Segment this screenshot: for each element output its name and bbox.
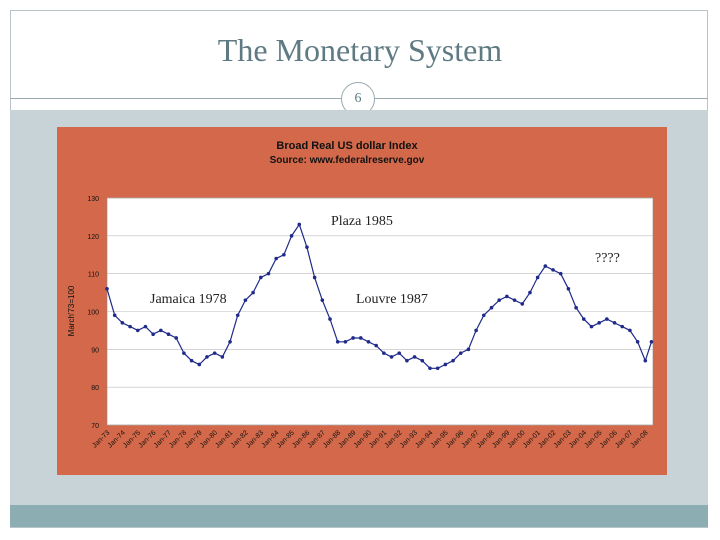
data-point <box>474 328 478 333</box>
data-point <box>443 362 448 367</box>
y-tick-label: 110 <box>88 272 99 279</box>
data-point <box>143 324 148 329</box>
data-point <box>343 339 348 344</box>
data-point <box>251 290 255 295</box>
y-tick-label: 120 <box>87 234 99 241</box>
data-point <box>128 324 132 329</box>
data-point <box>174 336 179 340</box>
data-point <box>389 355 394 359</box>
data-point <box>243 298 248 302</box>
data-point <box>366 339 371 344</box>
data-point <box>543 264 548 268</box>
data-point <box>612 321 617 325</box>
data-point <box>428 366 432 371</box>
data-point <box>335 339 340 344</box>
data-point <box>405 358 409 363</box>
data-point <box>112 313 117 318</box>
data-point <box>274 256 278 261</box>
data-point <box>605 317 609 321</box>
data-point <box>182 351 186 355</box>
y-tick-label: 70 <box>91 423 99 430</box>
annotation-jamaica-1978: Jamaica 1978 <box>150 292 227 307</box>
data-point <box>105 287 109 291</box>
data-point <box>505 294 509 299</box>
data-point <box>482 313 486 318</box>
data-point <box>597 321 601 325</box>
data-point <box>166 332 171 336</box>
data-point <box>159 328 163 333</box>
data-point <box>628 328 632 333</box>
data-point <box>520 302 525 306</box>
data-point <box>312 275 317 280</box>
y-tick-label: 130 <box>87 196 99 203</box>
data-point <box>466 347 471 352</box>
data-point <box>205 355 209 359</box>
data-point <box>581 317 586 321</box>
data-point <box>528 290 532 295</box>
y-axis-label: March'73=100 <box>67 285 76 336</box>
chart: Broad Real US dollar Index Source: www.f… <box>57 127 667 475</box>
data-point <box>305 245 309 249</box>
data-point <box>512 298 517 302</box>
annotation-plaza-1985: Plaza 1985 <box>331 214 393 229</box>
y-tick-label: 80 <box>91 385 99 392</box>
data-point <box>120 321 125 325</box>
chart-title: Broad Real US dollar Index <box>276 140 418 152</box>
data-point <box>635 339 640 344</box>
data-point <box>489 305 494 310</box>
data-point <box>135 328 140 333</box>
data-point <box>320 298 325 302</box>
data-point <box>266 271 271 276</box>
y-tick-label: 90 <box>91 347 99 354</box>
data-point <box>197 362 202 367</box>
data-point <box>535 275 540 280</box>
data-point <box>374 343 378 348</box>
data-point <box>420 358 425 363</box>
data-point <box>574 305 578 310</box>
data-point <box>220 355 225 359</box>
data-point <box>412 355 417 359</box>
data-point <box>649 339 654 344</box>
data-point <box>282 252 286 257</box>
data-point <box>151 332 155 336</box>
data-point <box>620 324 625 329</box>
data-point <box>566 287 571 291</box>
data-point <box>351 336 355 340</box>
data-point <box>451 358 455 363</box>
data-point <box>289 234 294 238</box>
annotation-question: ???? <box>595 251 620 266</box>
data-point <box>643 358 648 363</box>
data-point <box>458 351 463 355</box>
annotation-louvre-1987: Louvre 1987 <box>356 292 428 307</box>
data-point <box>328 317 332 321</box>
data-point <box>358 336 363 340</box>
data-point <box>259 275 263 280</box>
data-point <box>435 366 440 371</box>
data-point <box>212 351 217 355</box>
data-point <box>228 339 232 344</box>
data-point <box>235 313 240 318</box>
data-point <box>497 298 501 302</box>
data-point <box>297 222 302 227</box>
data-point <box>397 351 402 355</box>
bottom-band <box>10 505 708 527</box>
data-point <box>589 324 594 329</box>
chart-subtitle: Source: www.federalreserve.gov <box>270 155 425 166</box>
data-point <box>382 351 386 355</box>
data-point <box>551 268 555 272</box>
y-tick-label: 100 <box>87 310 99 317</box>
data-point <box>558 271 563 276</box>
slide-title: The Monetary System <box>217 32 503 68</box>
data-point <box>189 358 194 363</box>
